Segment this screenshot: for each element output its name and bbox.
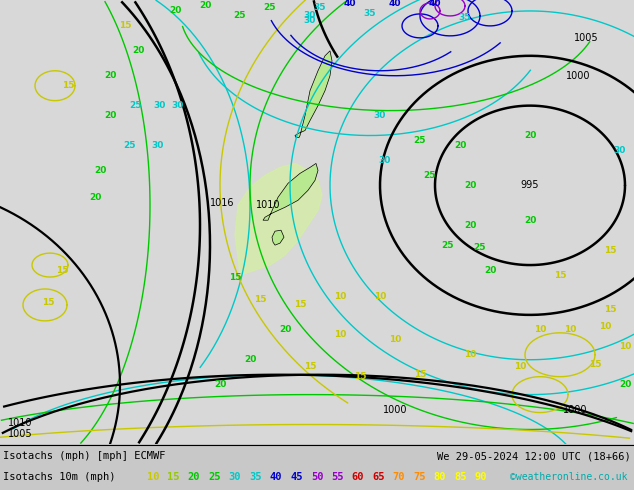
Text: 35: 35 bbox=[249, 472, 262, 482]
Text: 20: 20 bbox=[619, 380, 631, 389]
Text: 20: 20 bbox=[454, 141, 466, 150]
Text: 40: 40 bbox=[269, 472, 282, 482]
Text: 65: 65 bbox=[372, 472, 385, 482]
Text: Isotachs 10m (mph): Isotachs 10m (mph) bbox=[3, 472, 115, 482]
Text: 10: 10 bbox=[598, 322, 611, 331]
Text: 20: 20 bbox=[279, 325, 291, 334]
Text: 20: 20 bbox=[132, 47, 144, 55]
Text: 20: 20 bbox=[104, 111, 116, 120]
Text: We 29-05-2024 12:00 UTC (18+66): We 29-05-2024 12:00 UTC (18+66) bbox=[437, 451, 631, 461]
Text: 10: 10 bbox=[514, 362, 526, 371]
Text: 30: 30 bbox=[154, 101, 166, 110]
Text: 50: 50 bbox=[311, 472, 323, 482]
Polygon shape bbox=[263, 164, 318, 220]
Text: 30: 30 bbox=[229, 472, 242, 482]
Text: 1005: 1005 bbox=[8, 429, 32, 440]
Text: 25: 25 bbox=[442, 241, 454, 249]
Text: 20: 20 bbox=[169, 6, 181, 16]
Text: 15: 15 bbox=[553, 270, 566, 279]
Text: 60: 60 bbox=[352, 472, 365, 482]
Text: 10: 10 bbox=[146, 472, 159, 482]
Text: 1005: 1005 bbox=[574, 33, 598, 43]
Text: 30: 30 bbox=[374, 111, 386, 120]
Text: 15: 15 bbox=[229, 272, 242, 282]
Text: 20: 20 bbox=[244, 355, 256, 364]
Text: 10: 10 bbox=[389, 335, 401, 344]
Text: 15: 15 bbox=[61, 81, 74, 90]
Text: 90: 90 bbox=[475, 472, 488, 482]
Text: 15: 15 bbox=[254, 295, 266, 304]
Text: 15: 15 bbox=[414, 370, 426, 379]
Text: 15: 15 bbox=[604, 245, 616, 255]
Text: 25: 25 bbox=[424, 171, 436, 180]
Text: 10: 10 bbox=[334, 330, 346, 339]
Text: 20: 20 bbox=[104, 71, 116, 80]
Text: 20: 20 bbox=[484, 266, 496, 274]
Text: 35: 35 bbox=[314, 3, 327, 12]
Text: 25: 25 bbox=[264, 3, 276, 12]
Text: 25: 25 bbox=[129, 101, 141, 110]
Text: 1000: 1000 bbox=[383, 405, 407, 415]
Text: 10: 10 bbox=[374, 293, 386, 301]
Text: 25: 25 bbox=[208, 472, 221, 482]
Text: 15: 15 bbox=[119, 22, 131, 30]
Text: 995: 995 bbox=[521, 180, 540, 190]
Polygon shape bbox=[272, 230, 284, 245]
Text: 1010: 1010 bbox=[256, 200, 280, 210]
Text: 25: 25 bbox=[414, 136, 426, 145]
Text: 40: 40 bbox=[429, 0, 441, 8]
Text: 25: 25 bbox=[124, 141, 136, 150]
Text: 15: 15 bbox=[304, 362, 316, 371]
Text: 30: 30 bbox=[152, 141, 164, 150]
Text: 35: 35 bbox=[459, 13, 471, 23]
Text: 15: 15 bbox=[589, 360, 601, 369]
Text: 10: 10 bbox=[534, 325, 546, 334]
Text: 25: 25 bbox=[474, 243, 486, 252]
Text: 1010: 1010 bbox=[8, 417, 32, 427]
Text: 20: 20 bbox=[214, 380, 226, 389]
Polygon shape bbox=[235, 164, 322, 275]
Text: 55: 55 bbox=[331, 472, 344, 482]
Text: 10: 10 bbox=[619, 343, 631, 351]
Text: 45: 45 bbox=[290, 472, 303, 482]
Text: 1000: 1000 bbox=[563, 405, 587, 415]
Text: 20: 20 bbox=[94, 166, 106, 175]
Polygon shape bbox=[295, 51, 332, 138]
Text: 85: 85 bbox=[454, 472, 467, 482]
Text: 20: 20 bbox=[464, 181, 476, 190]
Text: 30: 30 bbox=[172, 101, 184, 110]
Text: 20: 20 bbox=[188, 472, 200, 482]
Text: Isotachs (mph) [mph] ECMWF: Isotachs (mph) [mph] ECMWF bbox=[3, 451, 165, 461]
Text: 20: 20 bbox=[199, 1, 211, 10]
Text: ©weatheronline.co.uk: ©weatheronline.co.uk bbox=[510, 472, 628, 482]
Text: 40: 40 bbox=[389, 0, 401, 8]
Text: 15: 15 bbox=[167, 472, 180, 482]
Text: 40: 40 bbox=[344, 0, 356, 8]
Text: 1016: 1016 bbox=[210, 198, 234, 208]
Text: 35: 35 bbox=[364, 9, 376, 19]
Text: 10: 10 bbox=[564, 325, 576, 334]
Text: 10: 10 bbox=[334, 293, 346, 301]
Text: 70: 70 bbox=[392, 472, 405, 482]
Text: 20: 20 bbox=[89, 193, 101, 202]
Text: 30: 30 bbox=[304, 17, 316, 25]
Text: 15: 15 bbox=[354, 372, 366, 381]
Text: 75: 75 bbox=[413, 472, 426, 482]
Text: 15: 15 bbox=[42, 298, 55, 307]
Text: 20: 20 bbox=[524, 131, 536, 140]
Text: 15: 15 bbox=[604, 305, 616, 315]
Text: 80: 80 bbox=[434, 472, 446, 482]
Text: 30: 30 bbox=[378, 156, 391, 165]
Text: 15: 15 bbox=[294, 300, 306, 309]
Text: 15: 15 bbox=[56, 266, 68, 274]
Text: 10: 10 bbox=[464, 350, 476, 359]
Text: 20: 20 bbox=[464, 220, 476, 230]
Text: 1000: 1000 bbox=[566, 71, 590, 81]
Text: 20: 20 bbox=[524, 216, 536, 225]
Text: 30: 30 bbox=[304, 11, 316, 21]
Text: 25: 25 bbox=[234, 11, 246, 21]
Text: 30: 30 bbox=[614, 146, 626, 155]
